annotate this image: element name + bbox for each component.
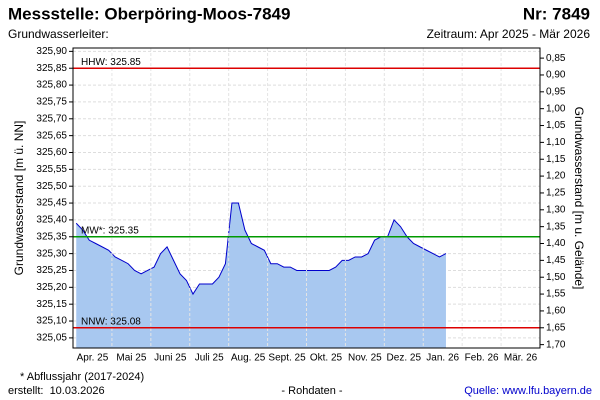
y2-tick-label: 1,10 [546,137,566,148]
y2-tick-label: 1,45 [546,255,566,266]
reference-label: MW*: 325.35 [81,225,139,236]
chart-title: Messstelle: Oberpöring-Moos-7849 [8,4,290,23]
x-tick-label: Feb. 26 [465,353,499,364]
y-tick-label: 325,45 [36,198,67,209]
y2-tick-label: 1,25 [546,188,566,199]
data-note: - Rohdaten - [281,385,342,397]
y-tick-label: 325,90 [36,46,67,57]
y-tick-label: 325,80 [36,80,67,91]
y-tick-label: 325,05 [36,333,67,344]
y2-tick-label: 1,40 [546,238,566,249]
x-tick-label: Aug. 25 [231,353,266,364]
y2-axis-label: Grundwasserstand [m u. Gelände] [572,107,586,290]
y2-tick-label: 1,65 [546,322,566,333]
x-tick-label: Nov. 25 [348,353,382,364]
y-tick-label: 325,65 [36,130,67,141]
station-number: Nr: 7849 [523,4,590,23]
x-tick-label: Apr. 25 [77,353,109,364]
y-tick-label: 325,30 [36,248,67,259]
y2-tick-label: 1,55 [546,289,566,300]
y-tick-label: 325,60 [36,147,67,158]
y2-tick-label: 1,60 [546,306,566,317]
x-tick-label: Jan. 26 [426,353,459,364]
y2-tick-label: 0,85 [546,53,566,64]
y2-tick-label: 1,00 [546,103,566,114]
x-tick-label: Mär. 26 [504,353,538,364]
y2-tick-label: 1,30 [546,204,566,215]
y2-tick-label: 0,90 [546,70,566,81]
y-tick-label: 325,15 [36,299,67,310]
area [76,203,446,348]
period: Zeitraum: Apr 2025 - Mär 2026 [427,27,591,41]
y2-tick-label: 1,05 [546,120,566,131]
y-tick-label: 325,55 [36,164,67,175]
subtitle: Grundwasserleiter: [8,27,109,41]
x-tick-label: Juni 25 [154,353,187,364]
y2-tick-label: 1,70 [546,339,566,350]
x-tick-label: Dez. 25 [387,353,422,364]
y-tick-label: 325,50 [36,181,67,192]
x-tick-label: Juli 25 [195,353,224,364]
reference-label: HHW: 325.85 [81,57,141,68]
y2-tick-label: 1,15 [546,154,566,165]
x-tick-label: Okt. 25 [310,353,343,364]
x-tick-label: Sept. 25 [268,353,306,364]
plot-frame [72,47,541,349]
y-tick-label: 325,85 [36,63,67,74]
x-tick-label: Mai 25 [116,353,146,364]
created-date: erstellt: 10.03.2026 [8,385,105,397]
y-tick-label: 325,20 [36,282,67,293]
y-tick-label: 325,40 [36,215,67,226]
y2-tick-label: 1,50 [546,272,566,283]
footnote: * Abflussjahr (2017-2024) [20,371,144,383]
y-tick-label: 325,75 [36,97,67,108]
y-tick-label: 325,25 [36,265,67,276]
y2-tick-label: 1,20 [546,171,566,182]
y-tick-label: 325,70 [36,113,67,124]
y-tick-label: 325,35 [36,231,67,242]
reference-label: NNW: 325.08 [81,316,141,327]
source: Quelle: www.lfu.bayern.de [464,385,592,397]
y2-tick-label: 1,35 [546,221,566,232]
y-tick-label: 325,10 [36,316,67,327]
y-axis-label: Grundwasserstand [m ü. NN] [12,121,26,276]
y2-tick-label: 0,95 [546,86,566,97]
